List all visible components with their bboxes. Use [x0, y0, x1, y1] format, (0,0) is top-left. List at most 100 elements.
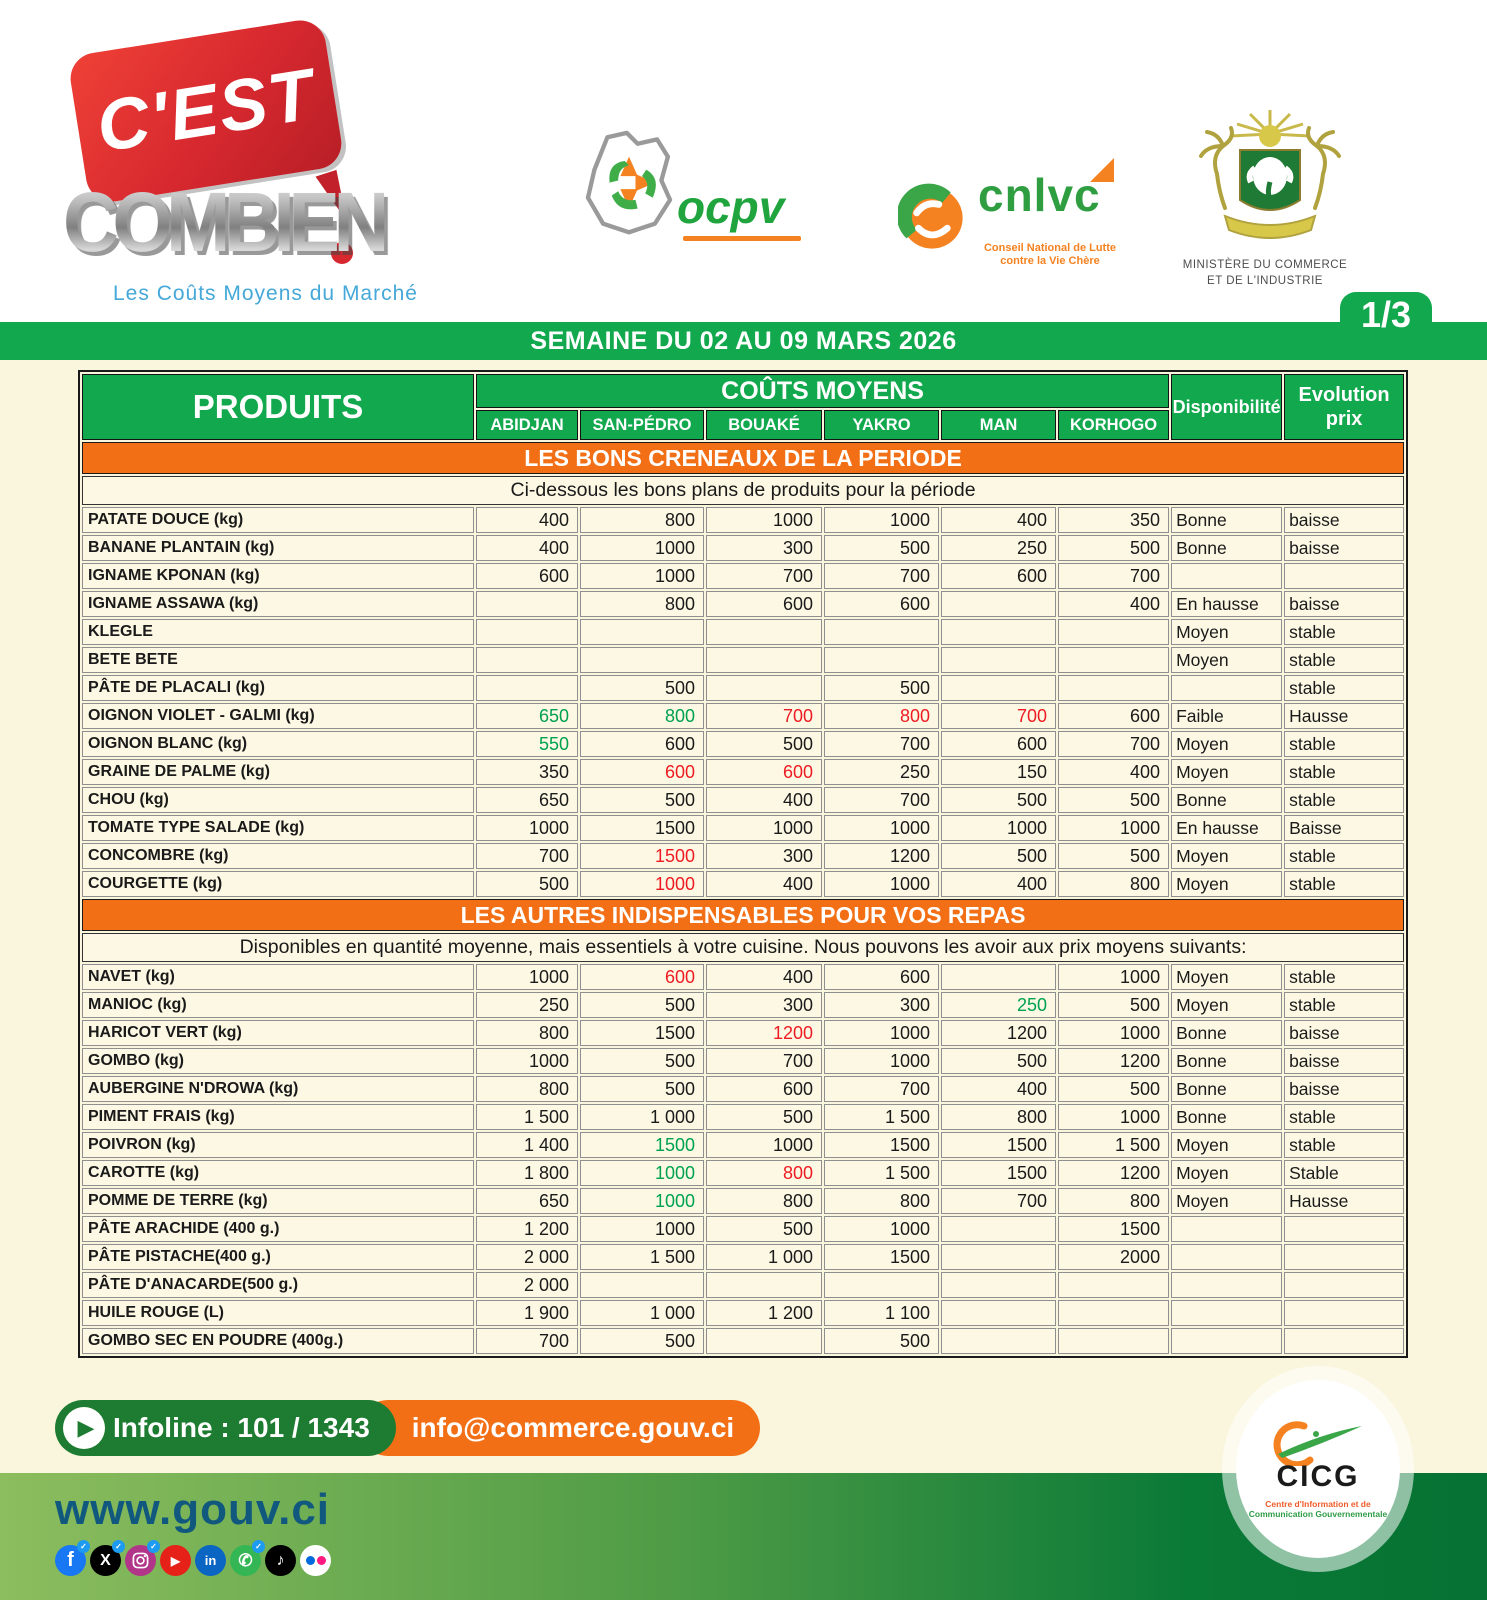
table-row: CHOU (kg) 650 500 400 700 500 500 Bonne stable — [82, 787, 1405, 813]
price-cell: 800 — [824, 703, 939, 729]
whatsapp-icon[interactable]: ✆ ✓ — [230, 1540, 265, 1576]
table-row: PÂTE DE PLACALI (kg) 500 500 stable — [82, 675, 1405, 701]
cicg-swoosh-icon — [1273, 1420, 1362, 1466]
price-cell: 700 — [706, 703, 822, 729]
price-cell: 350 — [476, 759, 578, 785]
product-name: CHOU (kg) — [82, 787, 474, 813]
price-cell: 600 — [941, 563, 1056, 589]
price-cell: 600 — [706, 759, 822, 785]
table-row: IGNAME ASSAWA (kg) 800 600 600 400 En hausse b… — [82, 591, 1405, 617]
product-name: BANANE PLANTAIN (kg) — [82, 535, 474, 561]
evo-cell: stable — [1284, 964, 1405, 990]
dispo-cell: Moyen — [1171, 1160, 1283, 1186]
price-cell — [941, 647, 1056, 673]
tiktok-icon[interactable]: ♪ — [265, 1545, 296, 1576]
cicg-text: CICG — [1276, 1459, 1360, 1493]
product-name: CAROTTE (kg) — [82, 1160, 474, 1186]
product-name: CONCOMBRE (kg) — [82, 843, 474, 869]
price-cell: 150 — [941, 759, 1056, 785]
product-name: MANIOC (kg) — [82, 992, 474, 1018]
price-cell: 400 — [706, 964, 822, 990]
flickr-icon[interactable] — [300, 1545, 331, 1576]
price-cell: 300 — [706, 843, 822, 869]
price-cell: 500 — [580, 1048, 704, 1074]
product-name: GOMBO (kg) — [82, 1048, 474, 1074]
table-row: HUILE ROUGE (L) 1 900 1 000 1 200 1 100 — [82, 1300, 1405, 1326]
price-cell: 1 000 — [580, 1300, 704, 1326]
evo-cell: stable — [1284, 759, 1405, 785]
youtube-icon[interactable]: ▶ — [160, 1545, 191, 1576]
price-cell: 1000 — [1058, 1104, 1170, 1130]
price-cell: 800 — [706, 1188, 822, 1214]
price-cell — [941, 1244, 1056, 1270]
price-cell: 600 — [824, 964, 939, 990]
price-cell: 700 — [824, 731, 939, 757]
price-cell: 1000 — [1058, 1020, 1170, 1046]
price-cell: 300 — [706, 535, 822, 561]
price-cell — [1058, 1300, 1170, 1326]
dispo-cell — [1171, 1244, 1283, 1270]
product-name: HARICOT VERT (kg) — [82, 1020, 474, 1046]
price-cell: 500 — [941, 843, 1056, 869]
price-cell: 350 — [1058, 507, 1170, 533]
instagram-icon[interactable]: ✓ — [125, 1540, 160, 1576]
dispo-cell: Bonne — [1171, 1076, 1283, 1102]
price-cell: 1000 — [824, 1048, 939, 1074]
price-table-body: LES BONS CRENEAUX DE LA PERIODE Ci-dessou… — [82, 442, 1405, 1354]
verified-badge-icon: ✓ — [252, 1540, 265, 1553]
price-cell: 600 — [1058, 703, 1170, 729]
column-header-couts-moyens: COÛTS MOYENS — [476, 374, 1170, 408]
email-pill[interactable]: info@commerce.gouv.ci — [359, 1400, 761, 1456]
column-header-evolution-prix: Evolution prix — [1284, 374, 1405, 440]
price-cell: 1500 — [941, 1132, 1056, 1158]
price-cell: 650 — [476, 1188, 578, 1214]
price-cell — [824, 1272, 939, 1298]
column-header-man: MAN — [941, 410, 1056, 440]
infoline-pill[interactable]: ▶ Infoline : 101 / 1343 — [55, 1400, 396, 1456]
dispo-cell: Moyen — [1171, 871, 1283, 897]
price-cell: 700 — [824, 787, 939, 813]
table-row: MANIOC (kg) 250 500 300 300 250 500 Moyen stable — [82, 992, 1405, 1018]
price-cell — [476, 619, 578, 645]
price-cell: 500 — [580, 675, 704, 701]
x-twitter-icon[interactable]: X ✓ — [90, 1540, 125, 1576]
dispo-cell: Moyen — [1171, 731, 1283, 757]
price-cell: 500 — [824, 675, 939, 701]
dispo-cell: En hausse — [1171, 815, 1283, 841]
price-cell — [476, 591, 578, 617]
price-cell: 700 — [941, 703, 1056, 729]
dispo-cell: Moyen — [1171, 619, 1283, 645]
price-cell: 700 — [824, 563, 939, 589]
price-cell: 800 — [1058, 871, 1170, 897]
price-cell — [941, 591, 1056, 617]
cnlvc-hands-icon — [898, 183, 963, 249]
table-header-row-1: PRODUITS COÛTS MOYENS Disponibilité Evol… — [82, 374, 1405, 440]
price-cell: 1 000 — [706, 1244, 822, 1270]
dispo-cell: En hausse — [1171, 591, 1283, 617]
evo-cell: Stable — [1284, 1160, 1405, 1186]
table-row: COURGETTE (kg) 500 1000 400 1000 400 800 Moyen s… — [82, 871, 1405, 897]
price-cell — [1058, 1328, 1170, 1354]
price-cell: 1000 — [824, 1020, 939, 1046]
facebook-icon[interactable]: f ✓ — [55, 1540, 90, 1576]
price-cell: 600 — [824, 591, 939, 617]
price-cell: 1000 — [824, 507, 939, 533]
product-name: PÂTE ARACHIDE (400 g.) — [82, 1216, 474, 1242]
evo-cell — [1284, 1244, 1405, 1270]
price-cell: 800 — [706, 1160, 822, 1186]
product-name: BETE BETE — [82, 647, 474, 673]
price-cell: 500 — [706, 1216, 822, 1242]
price-cell — [706, 675, 822, 701]
price-cell — [941, 675, 1056, 701]
verified-badge-icon: ✓ — [112, 1540, 125, 1553]
column-header-yakro: YAKRO — [824, 410, 939, 440]
website-link[interactable]: www.gouv.ci — [55, 1485, 331, 1534]
price-cell: 1500 — [1058, 1216, 1170, 1242]
dispo-cell: Bonne — [1171, 1020, 1283, 1046]
product-name: OIGNON VIOLET - GALMI (kg) — [82, 703, 474, 729]
dispo-cell: Bonne — [1171, 535, 1283, 561]
social-icons-row: f ✓ X ✓ ✓ ▶ in ✆ ✓ ♪ — [55, 1540, 331, 1576]
price-cell: 1200 — [824, 843, 939, 869]
linkedin-icon[interactable]: in — [195, 1545, 226, 1576]
table-row: GOMBO SEC EN POUDRE (400g.) 700 500 500 — [82, 1328, 1405, 1354]
